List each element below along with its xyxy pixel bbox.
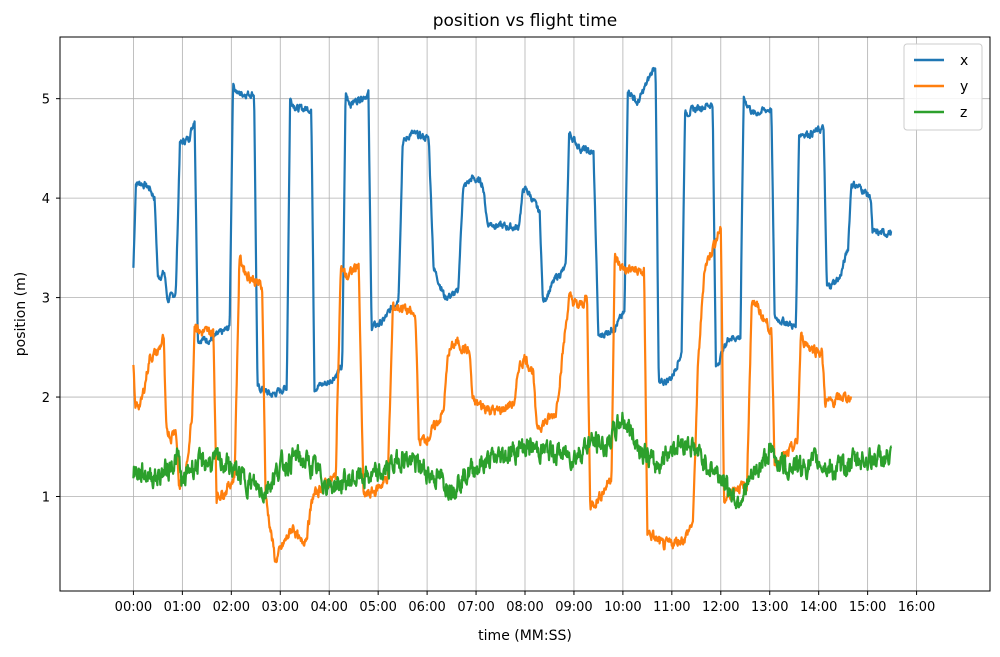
y-tick-label: 2: [42, 391, 50, 406]
y-tick-label: 4: [42, 192, 50, 207]
x-tick-label: 13:00: [751, 600, 788, 615]
ticks: 00:00 01:00 02:00 03:00 04:00 05:00 06:00 07:00…: [42, 93, 936, 615]
y-axis-label: position (m): [13, 272, 29, 356]
y-tick-label: 1: [42, 491, 50, 506]
x-tick-label: 01:00: [164, 600, 201, 615]
x-tick-label: 10:00: [604, 600, 641, 615]
x-tick-label: 16:00: [898, 600, 935, 615]
x-tick-label: 02:00: [213, 600, 250, 615]
x-tick-label: 06:00: [408, 600, 445, 615]
x-tick-label: 08:00: [506, 600, 543, 615]
legend-label-y: y: [960, 79, 968, 95]
x-tick-label: 15:00: [849, 600, 886, 615]
x-tick-label: 09:00: [555, 600, 592, 615]
series-group: [132, 66, 893, 564]
y-tick-label: 5: [42, 93, 50, 108]
legend-label-x: x: [960, 53, 968, 69]
x-tick-label: 00:00: [115, 600, 152, 615]
x-tick-label: 07:00: [457, 600, 494, 615]
x-tick-label: 12:00: [702, 600, 739, 615]
chart-title: position vs flight time: [433, 11, 618, 31]
x-tick-label: 11:00: [653, 600, 690, 615]
x-tick-label: 14:00: [800, 600, 837, 615]
x-tick-label: 03:00: [262, 600, 299, 615]
legend-label-z: z: [960, 105, 967, 121]
series-line-x: [132, 66, 893, 398]
series-line-z: [132, 411, 893, 510]
legend: xyz: [903, 43, 983, 131]
x-axis-label: time (MM:SS): [478, 628, 572, 644]
x-tick-label: 04:00: [310, 600, 347, 615]
x-tick-label: 05:00: [359, 600, 396, 615]
y-tick-label: 3: [42, 292, 50, 307]
